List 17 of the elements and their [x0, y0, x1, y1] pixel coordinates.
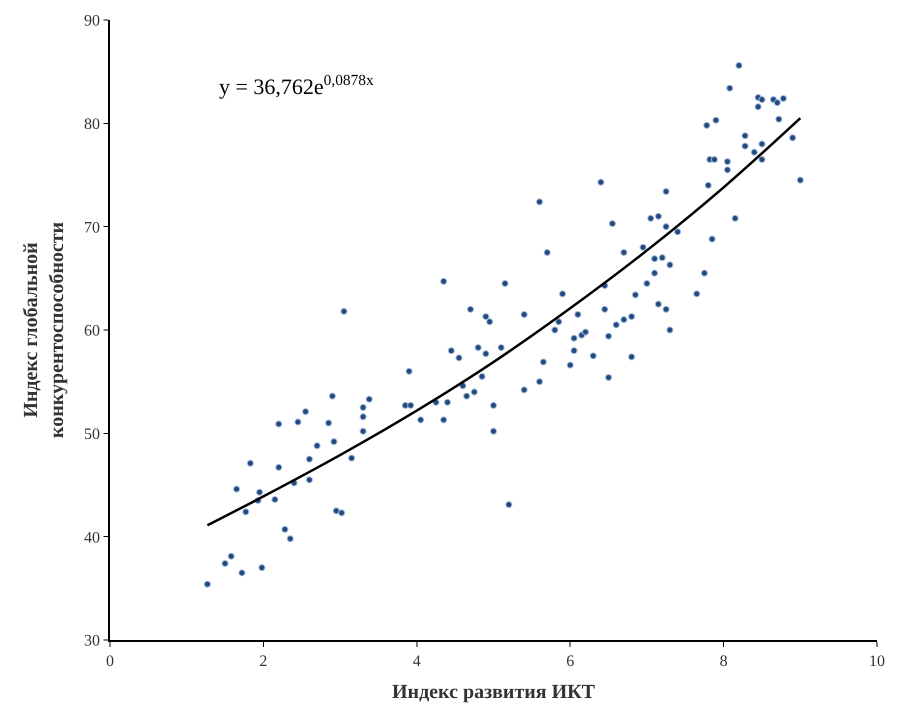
y-tick-label: 80	[84, 116, 100, 133]
x-tick-label: 6	[566, 652, 574, 670]
line-series	[206, 116, 802, 527]
x-axis-title: Индекс развития ИКТ	[392, 680, 596, 703]
y-tick-label: 70	[84, 219, 100, 236]
x-tick-label: 0	[106, 652, 114, 670]
annotation: y = 36,762e$^{0,0878x}$	[219, 72, 374, 100]
y-tick-label: 30	[84, 632, 100, 650]
x-tick-label: 10	[869, 652, 885, 670]
y-tick-label: 60	[84, 322, 100, 340]
x-tick-label: 2	[259, 652, 268, 670]
y-axis-title: Индекс глобальной конкурентоспособности	[20, 222, 68, 438]
x-tick-label: 4	[412, 652, 421, 670]
y-tick-label: 40	[84, 529, 100, 546]
y-tick-label: 50	[84, 426, 100, 443]
y-tick-label: 90	[84, 12, 100, 30]
x-tick-label: 8	[720, 652, 728, 670]
